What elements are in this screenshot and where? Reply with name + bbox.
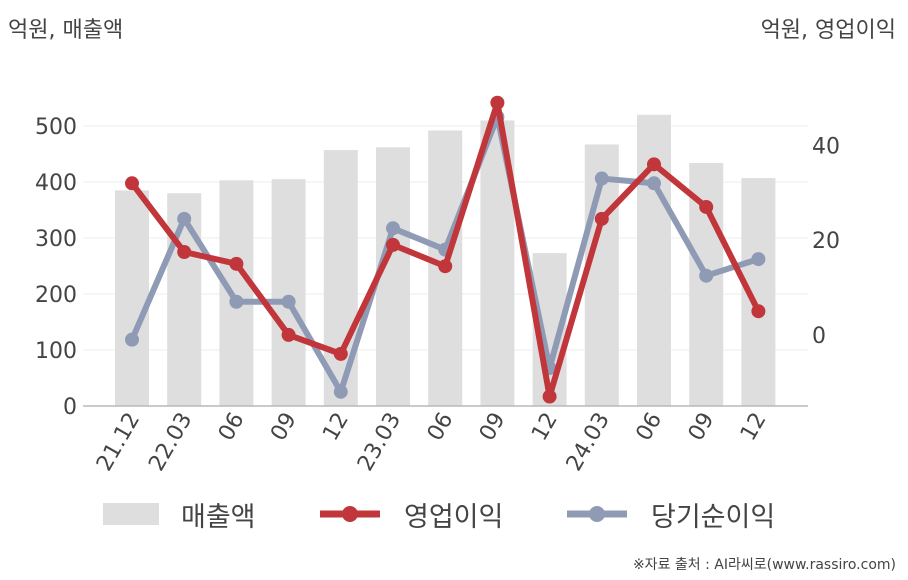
- revenue-bar: [167, 193, 202, 406]
- revenue-bars: [115, 114, 776, 407]
- operating-profit-point: [438, 259, 453, 274]
- operating-profit-point: [647, 157, 661, 172]
- x-tick-label: 06: [214, 409, 250, 446]
- operating-profit-point: [281, 327, 296, 342]
- revenue-bar: [271, 179, 306, 406]
- right-tick-label: 40: [812, 134, 840, 159]
- left-axis-ticks: 0 100 200 300 400 500: [35, 115, 77, 420]
- profit-lines: [125, 95, 766, 404]
- net-profit-point: [229, 294, 244, 309]
- legend-item-net-profit: 당기순이익: [565, 492, 775, 536]
- operating-profit-point: [386, 237, 400, 252]
- revenue-bar: [376, 147, 410, 406]
- legend-swatch-revenue: [103, 503, 159, 525]
- operating-profit-point: [333, 346, 348, 361]
- left-axis-unit: 억원, 매출액: [8, 18, 124, 43]
- net-profit-point: [386, 221, 400, 236]
- source-note: ※자료 출처 : AI라씨로(www.rassiro.com): [632, 557, 896, 573]
- right-axis-ticks: 0 20 40: [812, 134, 840, 349]
- revenue-bar: [115, 190, 149, 406]
- x-tick-label: 12: [736, 409, 772, 446]
- x-tick-label: 21.12: [92, 409, 145, 476]
- legend-label-operating-profit: 영업이익: [404, 501, 504, 533]
- x-tick-label: 06: [423, 409, 459, 446]
- x-tick-label: 09: [266, 409, 302, 446]
- revenue-bar: [219, 180, 254, 406]
- left-tick-label: 300: [35, 227, 77, 252]
- operating-profit-point: [229, 256, 244, 271]
- left-tick-label: 200: [35, 283, 77, 308]
- right-tick-label: 0: [812, 324, 826, 349]
- right-tick-label: 20: [812, 229, 840, 254]
- legend-item-revenue: 매출액: [103, 492, 256, 536]
- left-tick-label: 400: [35, 171, 77, 196]
- operating-profit-point: [490, 95, 505, 110]
- legend-item-operating-profit: 영업이익: [318, 492, 503, 536]
- right-axis-unit: 억원, 영업이익: [760, 18, 896, 43]
- operating-profit-point: [751, 304, 766, 319]
- operating-profit-point: [594, 211, 609, 226]
- legend-label-net-profit: 당기순이익: [651, 501, 776, 533]
- x-axis-ticks: 21.12 22.03 06 09 12 23.03 06 09 12 24.03 06 09 12: [92, 409, 772, 476]
- legend-label-revenue: 매출액: [181, 501, 256, 533]
- x-tick-label: 09: [684, 409, 720, 446]
- x-tick-label: 12: [318, 409, 354, 446]
- net-profit-point: [699, 268, 714, 283]
- net-profit-point: [125, 332, 139, 347]
- operating-profit-point: [177, 245, 192, 259]
- x-tick-label: 06: [632, 409, 668, 446]
- net-profit-point: [177, 211, 192, 226]
- left-tick-label: 500: [35, 115, 77, 140]
- net-profit-point: [333, 384, 348, 399]
- net-profit-point: [647, 176, 661, 191]
- operating-profit-point: [699, 199, 714, 214]
- net-profit-point: [594, 171, 609, 186]
- x-tick-label: 09: [475, 409, 511, 446]
- legend-swatch-operating-profit: [320, 506, 380, 522]
- x-tick-label: 22.03: [144, 409, 197, 476]
- net-profit-point: [281, 294, 296, 309]
- x-tick-label: 12: [527, 409, 563, 446]
- operating-profit-point: [125, 176, 139, 191]
- left-tick-label: 0: [63, 395, 77, 420]
- net-profit-point: [751, 252, 766, 267]
- left-tick-label: 100: [35, 339, 77, 364]
- x-tick-label: 24.03: [562, 409, 615, 476]
- legend-swatch-net-profit: [567, 506, 627, 522]
- x-tick-label: 23.03: [353, 409, 406, 476]
- operating-profit-point: [542, 389, 557, 404]
